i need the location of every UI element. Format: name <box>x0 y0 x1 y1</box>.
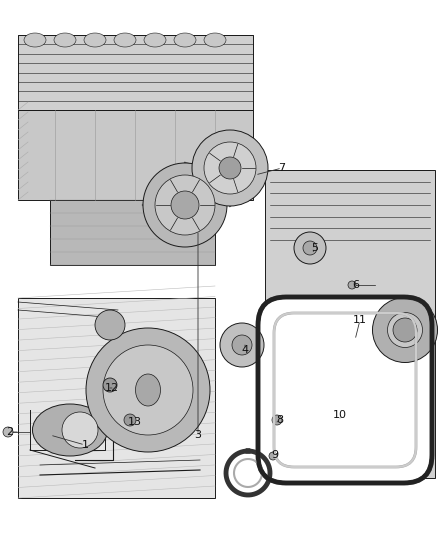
Polygon shape <box>285 400 395 430</box>
Circle shape <box>86 328 210 452</box>
Text: 9: 9 <box>272 450 279 460</box>
FancyBboxPatch shape <box>18 298 215 498</box>
Ellipse shape <box>84 33 106 47</box>
Ellipse shape <box>54 33 76 47</box>
Ellipse shape <box>144 33 166 47</box>
Text: 2: 2 <box>7 427 14 437</box>
Circle shape <box>103 345 193 435</box>
FancyBboxPatch shape <box>258 297 432 483</box>
Circle shape <box>232 335 252 355</box>
Ellipse shape <box>204 33 226 47</box>
Text: 4: 4 <box>241 345 248 355</box>
Circle shape <box>171 191 199 219</box>
Circle shape <box>303 241 317 255</box>
Ellipse shape <box>24 33 46 47</box>
Circle shape <box>219 157 241 179</box>
Text: 10: 10 <box>333 410 347 420</box>
Text: 7: 7 <box>279 163 286 173</box>
Ellipse shape <box>174 33 196 47</box>
FancyBboxPatch shape <box>50 200 215 265</box>
FancyBboxPatch shape <box>265 170 435 478</box>
Circle shape <box>269 452 277 460</box>
Circle shape <box>192 130 268 206</box>
Text: 13: 13 <box>128 417 142 427</box>
Text: 12: 12 <box>105 383 119 393</box>
Circle shape <box>393 318 417 342</box>
Circle shape <box>62 412 98 448</box>
Text: 1: 1 <box>81 440 88 450</box>
Text: 5: 5 <box>311 243 318 253</box>
Circle shape <box>272 415 282 425</box>
Circle shape <box>3 427 13 437</box>
Circle shape <box>204 142 256 194</box>
Ellipse shape <box>114 33 136 47</box>
Ellipse shape <box>135 374 160 406</box>
Circle shape <box>143 163 227 247</box>
Circle shape <box>124 414 136 426</box>
Circle shape <box>220 323 264 367</box>
Circle shape <box>103 378 117 392</box>
Text: 8: 8 <box>276 415 283 425</box>
Circle shape <box>155 175 215 235</box>
FancyBboxPatch shape <box>18 110 253 200</box>
Circle shape <box>294 232 326 264</box>
Text: 3: 3 <box>194 430 201 440</box>
Ellipse shape <box>372 297 438 362</box>
Ellipse shape <box>32 404 107 456</box>
Circle shape <box>348 281 356 289</box>
Circle shape <box>95 310 125 340</box>
Ellipse shape <box>388 312 423 348</box>
FancyBboxPatch shape <box>18 35 253 110</box>
Text: 6: 6 <box>353 280 360 290</box>
Text: 11: 11 <box>353 315 367 325</box>
